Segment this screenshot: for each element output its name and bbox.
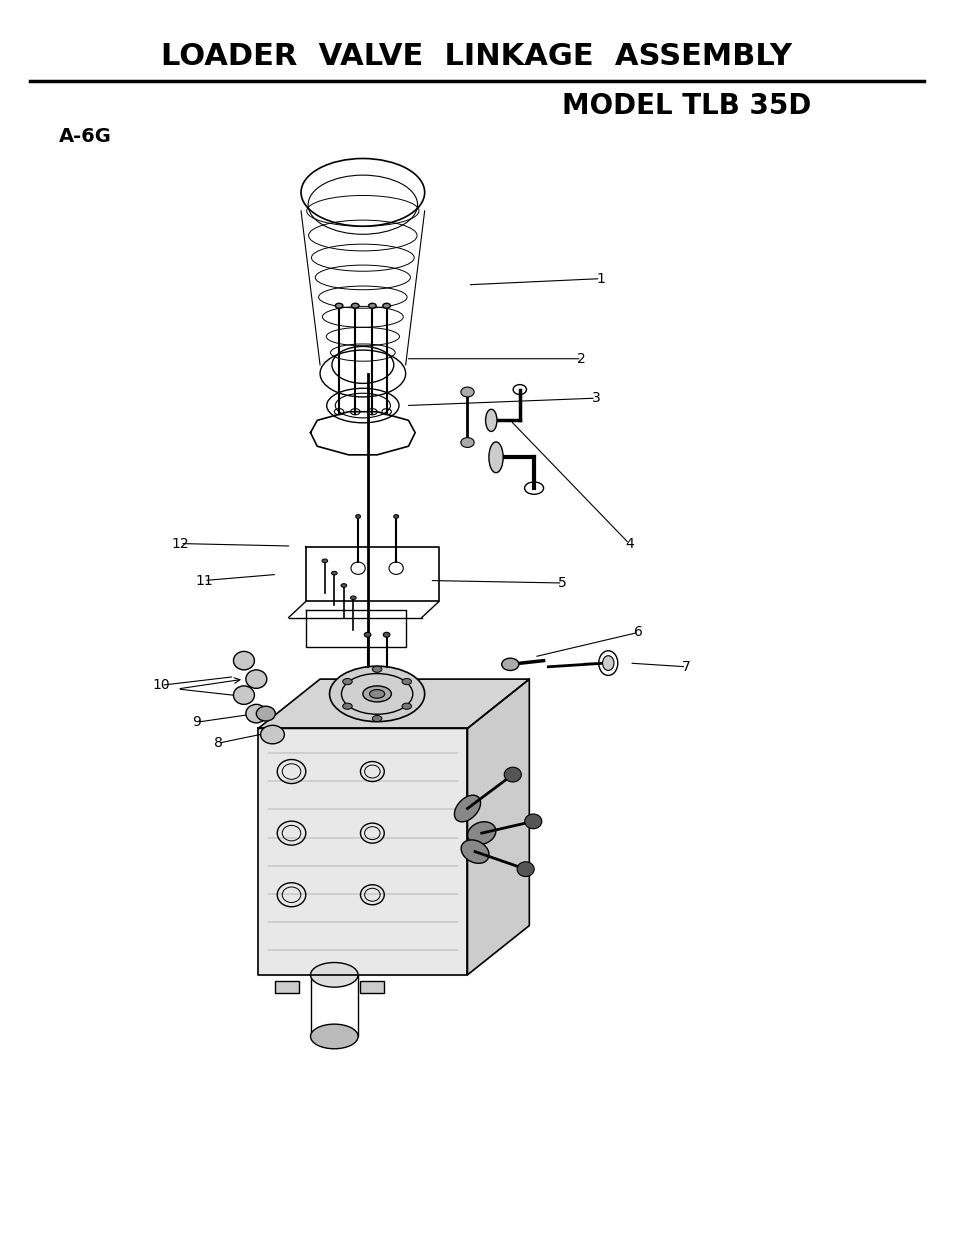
- Ellipse shape: [382, 304, 390, 309]
- Text: 1: 1: [596, 272, 604, 285]
- Text: 8: 8: [213, 736, 222, 750]
- Ellipse shape: [364, 632, 371, 637]
- Polygon shape: [258, 729, 467, 974]
- Text: 6: 6: [634, 625, 642, 640]
- Ellipse shape: [460, 387, 474, 396]
- Ellipse shape: [401, 703, 411, 709]
- Ellipse shape: [524, 814, 541, 829]
- Ellipse shape: [488, 442, 502, 473]
- Text: 4: 4: [624, 536, 633, 551]
- Ellipse shape: [504, 767, 520, 782]
- Ellipse shape: [260, 725, 284, 743]
- Ellipse shape: [517, 862, 534, 877]
- Text: 3: 3: [591, 391, 599, 405]
- Ellipse shape: [383, 632, 390, 637]
- Text: MODEL TLB 35D: MODEL TLB 35D: [561, 93, 810, 120]
- Ellipse shape: [351, 304, 358, 309]
- Ellipse shape: [350, 597, 355, 600]
- Ellipse shape: [331, 572, 336, 576]
- Ellipse shape: [602, 656, 614, 671]
- Ellipse shape: [311, 962, 357, 987]
- Ellipse shape: [321, 559, 327, 563]
- Ellipse shape: [467, 821, 496, 845]
- Ellipse shape: [246, 669, 267, 688]
- Ellipse shape: [501, 658, 518, 671]
- Polygon shape: [258, 679, 529, 729]
- Ellipse shape: [311, 1024, 357, 1049]
- Ellipse shape: [342, 703, 352, 709]
- Ellipse shape: [233, 651, 254, 669]
- Ellipse shape: [369, 689, 384, 698]
- Ellipse shape: [329, 666, 424, 721]
- Text: 9: 9: [192, 715, 201, 729]
- Ellipse shape: [246, 704, 267, 722]
- Text: 12: 12: [172, 536, 189, 551]
- Ellipse shape: [335, 304, 342, 309]
- Text: A-6G: A-6G: [58, 127, 112, 147]
- Text: 2: 2: [577, 352, 585, 366]
- Ellipse shape: [394, 515, 398, 519]
- Text: 5: 5: [558, 576, 566, 590]
- Text: 10: 10: [152, 678, 170, 693]
- Ellipse shape: [454, 795, 480, 821]
- Ellipse shape: [342, 678, 352, 684]
- Ellipse shape: [372, 666, 381, 672]
- Ellipse shape: [362, 685, 391, 701]
- Ellipse shape: [485, 409, 497, 431]
- Ellipse shape: [460, 840, 489, 863]
- Ellipse shape: [256, 706, 275, 721]
- Bar: [274, 981, 298, 993]
- Ellipse shape: [355, 515, 360, 519]
- Text: 7: 7: [681, 659, 690, 674]
- Text: 11: 11: [195, 573, 213, 588]
- Ellipse shape: [233, 685, 254, 704]
- Ellipse shape: [368, 304, 375, 309]
- Polygon shape: [467, 679, 529, 974]
- Ellipse shape: [401, 678, 411, 684]
- Ellipse shape: [460, 437, 474, 447]
- Ellipse shape: [340, 584, 346, 588]
- Text: LOADER  VALVE  LINKAGE  ASSEMBLY: LOADER VALVE LINKAGE ASSEMBLY: [161, 42, 792, 72]
- Bar: [360, 981, 384, 993]
- Ellipse shape: [372, 715, 381, 721]
